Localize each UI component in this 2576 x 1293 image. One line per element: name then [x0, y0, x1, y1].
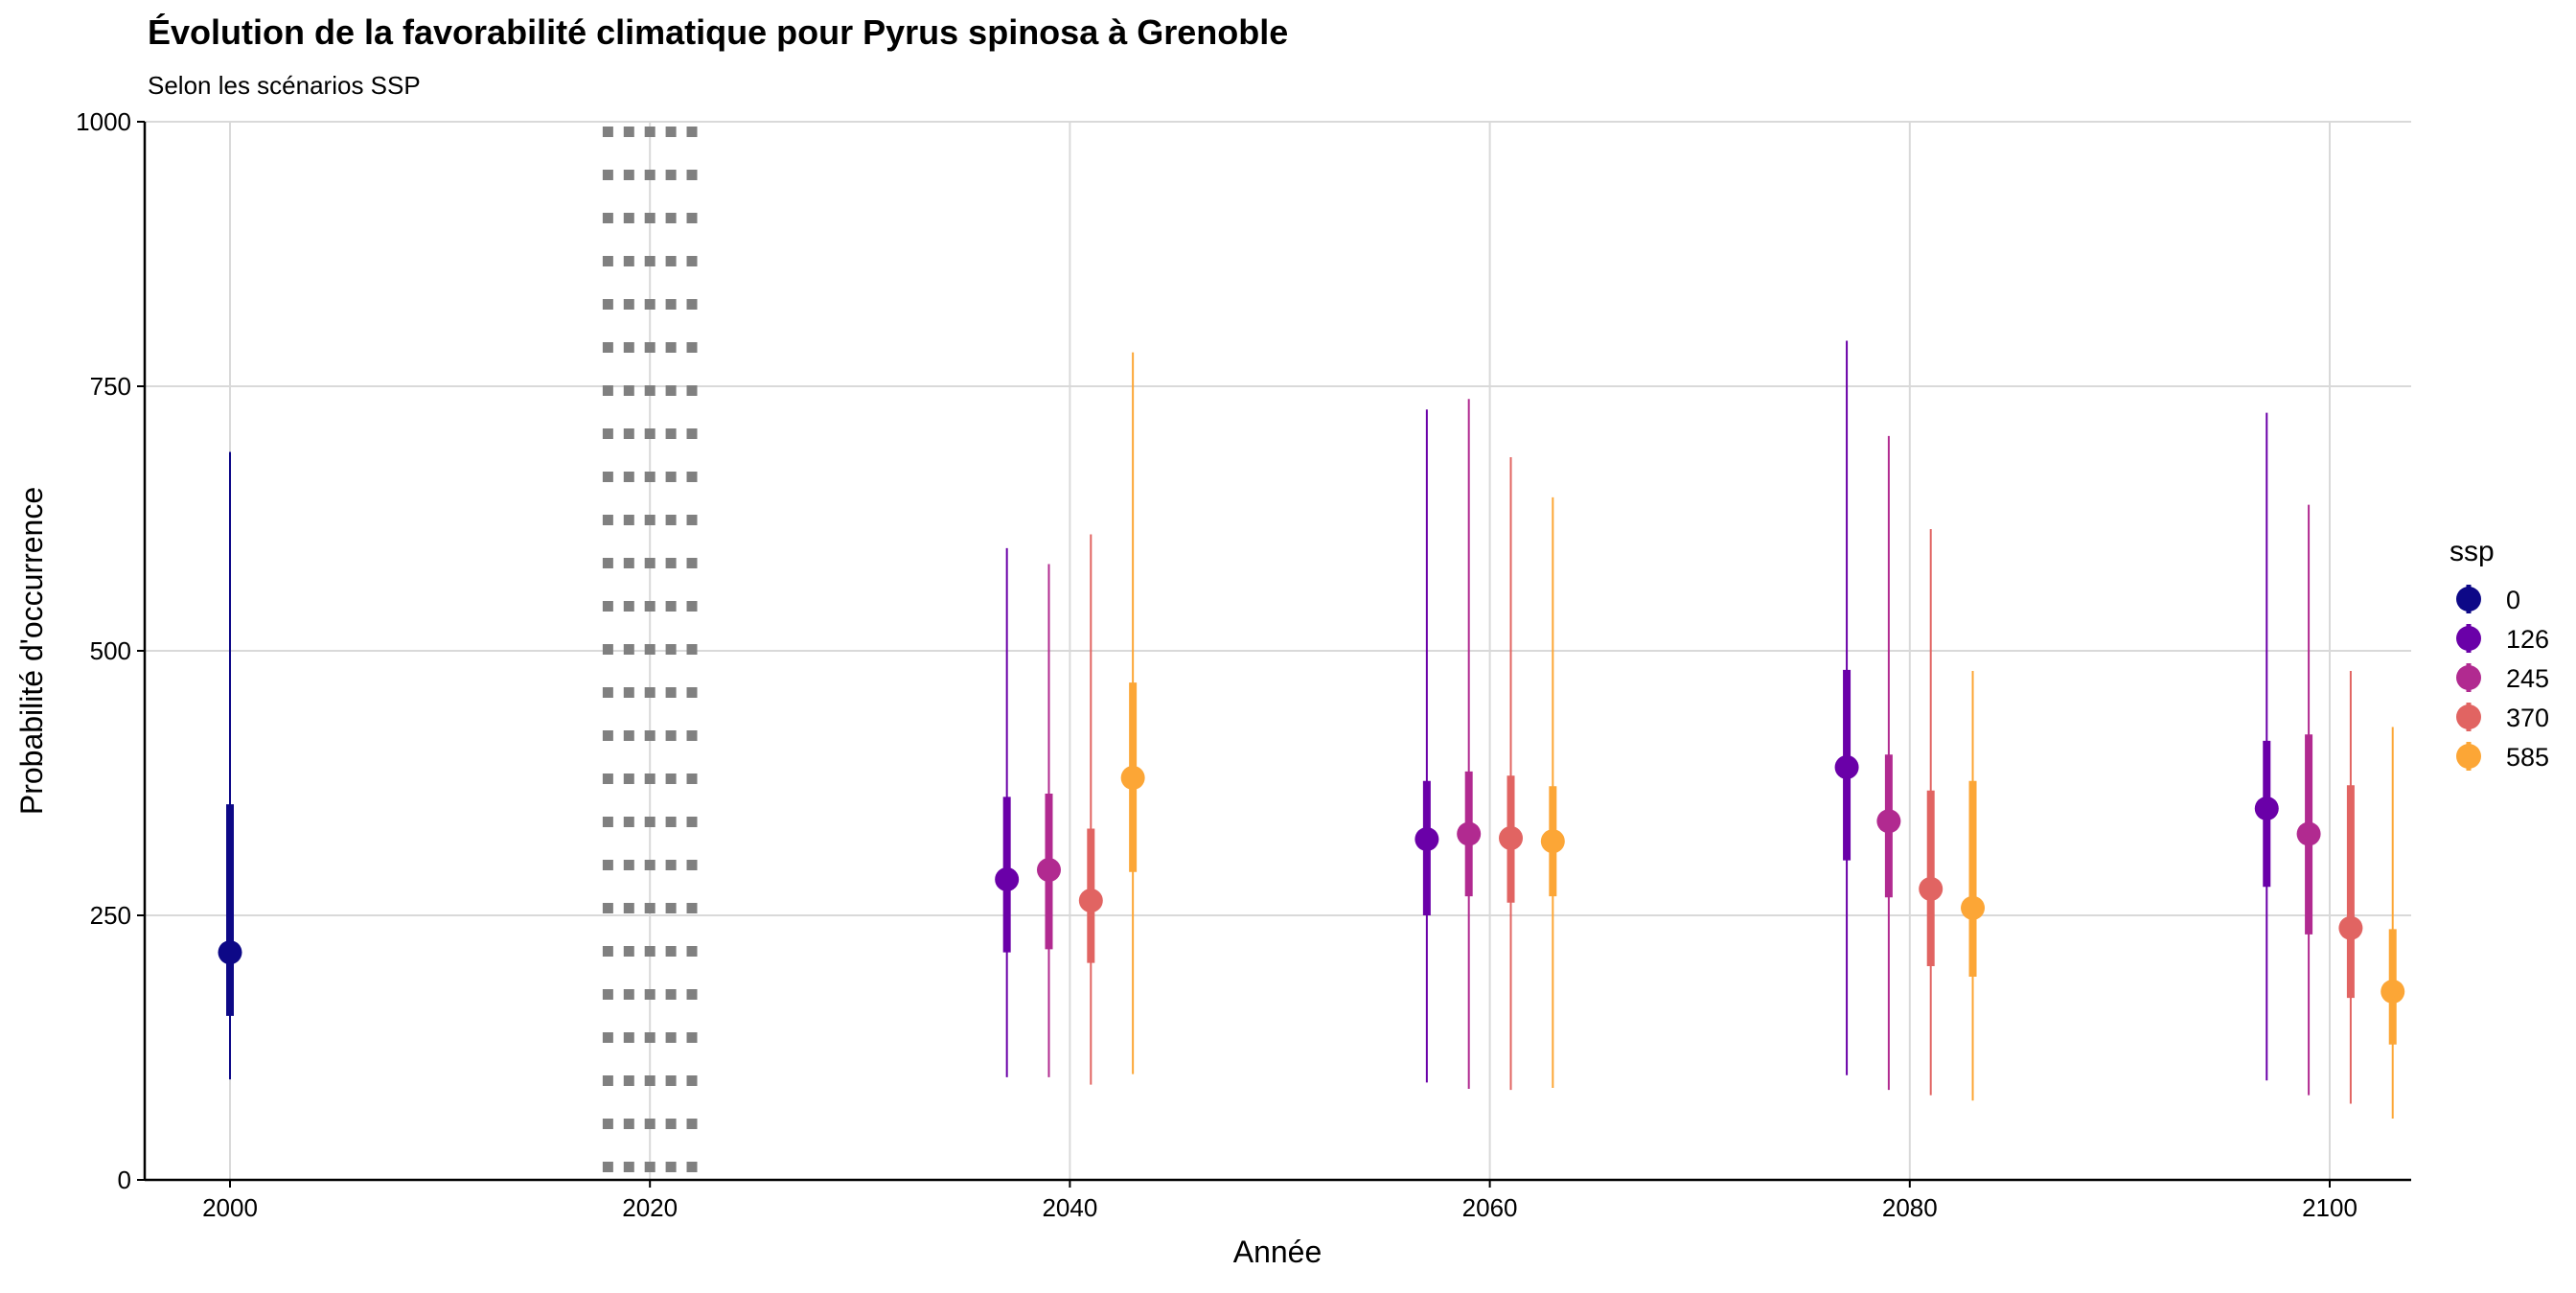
median-point: [1036, 858, 1061, 883]
chart-subtitle: Selon les scénarios SSP: [148, 71, 421, 100]
median-point: [1961, 895, 1986, 920]
median-point: [1120, 765, 1145, 790]
median-point: [1457, 821, 1482, 846]
median-point: [2380, 979, 2405, 1004]
x-axis-label: Année: [1233, 1235, 1322, 1269]
y-axis-label: Probabilité d'occurrence: [14, 487, 49, 815]
median-point: [2254, 796, 2279, 820]
median-point: [2296, 821, 2321, 846]
median-point: [1876, 809, 1901, 834]
legend-key-245: [2456, 665, 2481, 690]
x-tick-label: 2100: [2302, 1193, 2358, 1222]
y-tick-label: 750: [90, 372, 131, 401]
y-tick-label: 500: [90, 636, 131, 665]
median-point: [1919, 876, 1944, 901]
median-point: [1078, 889, 1103, 913]
legend-key-0: [2456, 587, 2481, 612]
median-point: [2338, 915, 2363, 940]
legend-key-126: [2456, 626, 2481, 651]
legend-title: ssp: [2450, 536, 2495, 567]
median-point: [1499, 825, 1524, 850]
legend-label: 0: [2506, 586, 2520, 614]
median-point: [1834, 754, 1859, 779]
median-point: [218, 940, 242, 965]
reference-lines: [602, 127, 698, 1180]
legend-label: 370: [2506, 704, 2549, 732]
legend-key-370: [2456, 704, 2481, 729]
legend-label: 245: [2506, 664, 2549, 693]
y-tick-label: 0: [118, 1166, 131, 1194]
legend-key-585: [2456, 744, 2481, 769]
median-point: [1414, 827, 1439, 852]
x-tick-label: 2080: [1882, 1193, 1938, 1222]
y-tick-label: 250: [90, 901, 131, 930]
x-tick-label: 2040: [1042, 1193, 1097, 1222]
legend-label: 126: [2506, 625, 2549, 654]
data-marks: [218, 340, 2405, 1119]
y-tick-label: 1000: [76, 107, 131, 136]
x-tick-label: 2060: [1462, 1193, 1518, 1222]
median-point: [1540, 829, 1565, 854]
x-tick-label: 2000: [202, 1193, 258, 1222]
grid: [145, 121, 2411, 1181]
x-tick-label: 2020: [622, 1193, 678, 1222]
legend-label: 585: [2506, 743, 2549, 772]
legend: ssp 0 126 245 370 585: [2450, 536, 2549, 772]
axes: 0 250 500 750 1000 2000 2020 2040 2060 2080 2100: [76, 107, 2411, 1222]
chart-title: Évolution de la favorabilité climatique …: [148, 12, 1288, 52]
median-point: [995, 866, 1020, 891]
